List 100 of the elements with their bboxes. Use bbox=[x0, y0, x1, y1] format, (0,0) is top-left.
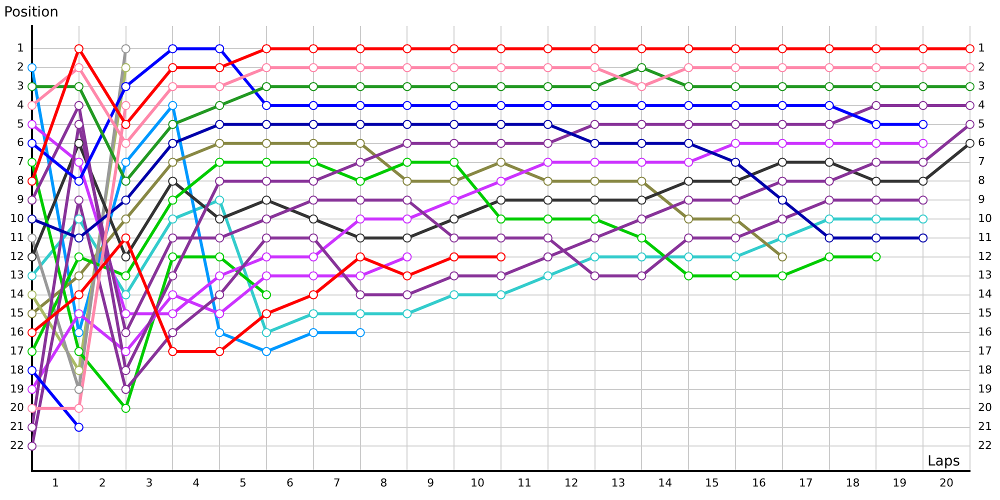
point bbox=[543, 100, 552, 110]
point bbox=[356, 82, 365, 92]
x-tick-label: 2 bbox=[98, 476, 106, 490]
point bbox=[450, 271, 459, 280]
x-axis-title: Laps bbox=[927, 453, 960, 470]
point bbox=[450, 120, 459, 129]
point bbox=[402, 214, 412, 224]
y2-tick-label: 10 bbox=[978, 212, 992, 225]
point bbox=[684, 120, 694, 129]
point bbox=[496, 290, 506, 300]
point bbox=[731, 214, 740, 224]
point bbox=[918, 82, 928, 92]
point bbox=[215, 271, 224, 280]
x-tick-label: 16 bbox=[752, 476, 766, 490]
point bbox=[824, 138, 834, 148]
point bbox=[121, 138, 130, 148]
point bbox=[731, 176, 740, 186]
y-tick-label: 4 bbox=[17, 98, 24, 112]
point bbox=[872, 196, 881, 205]
y-axis-title: Position bbox=[4, 4, 59, 21]
point bbox=[28, 214, 36, 224]
point bbox=[168, 252, 178, 262]
point bbox=[168, 196, 178, 205]
point bbox=[74, 347, 84, 356]
point bbox=[450, 214, 459, 224]
point bbox=[215, 328, 224, 338]
x-tick-label: 4 bbox=[192, 476, 200, 490]
x-tick-label: 10 bbox=[470, 476, 485, 490]
point bbox=[778, 44, 787, 54]
point bbox=[28, 138, 36, 148]
point bbox=[824, 233, 834, 242]
point bbox=[918, 196, 928, 205]
point bbox=[778, 214, 787, 224]
point bbox=[543, 158, 552, 167]
point bbox=[74, 252, 84, 262]
point bbox=[262, 328, 271, 338]
point bbox=[356, 328, 365, 338]
point bbox=[824, 176, 834, 186]
point bbox=[450, 100, 459, 110]
point bbox=[74, 328, 84, 338]
point bbox=[590, 63, 600, 72]
point bbox=[918, 63, 928, 72]
point bbox=[872, 44, 881, 54]
point bbox=[684, 176, 694, 186]
point bbox=[496, 44, 506, 54]
x-tick-label: 19 bbox=[892, 476, 907, 490]
point bbox=[450, 82, 459, 92]
point bbox=[121, 347, 130, 356]
point bbox=[918, 158, 928, 167]
point bbox=[731, 271, 740, 280]
point bbox=[731, 252, 740, 262]
point bbox=[966, 63, 974, 72]
point bbox=[168, 271, 178, 280]
point bbox=[28, 82, 36, 92]
point bbox=[590, 196, 600, 205]
point bbox=[450, 252, 459, 262]
y-tick-label: 11 bbox=[10, 230, 24, 244]
point bbox=[402, 176, 412, 186]
point bbox=[543, 214, 552, 224]
point bbox=[262, 120, 271, 129]
point bbox=[496, 82, 506, 92]
point bbox=[543, 82, 552, 92]
point bbox=[168, 233, 178, 242]
y2-tick-label: 22 bbox=[978, 439, 992, 452]
y-tick-label: 16 bbox=[10, 325, 24, 338]
y-tick-label: 17 bbox=[10, 344, 24, 358]
point bbox=[918, 120, 928, 129]
point bbox=[215, 63, 224, 72]
point bbox=[356, 120, 365, 129]
point bbox=[262, 214, 271, 224]
x-tick-label: 5 bbox=[240, 476, 247, 490]
point bbox=[262, 82, 271, 92]
point bbox=[28, 442, 36, 451]
x-tick-label: 18 bbox=[846, 476, 860, 490]
point bbox=[450, 196, 459, 205]
point bbox=[731, 63, 740, 72]
point bbox=[778, 138, 787, 148]
point bbox=[262, 196, 271, 205]
point bbox=[684, 252, 694, 262]
point bbox=[824, 120, 834, 129]
point bbox=[637, 233, 646, 242]
point bbox=[966, 44, 974, 54]
y2-tick-label: 7 bbox=[978, 155, 985, 168]
point bbox=[637, 214, 646, 224]
point bbox=[590, 120, 600, 129]
point bbox=[731, 82, 740, 92]
point bbox=[121, 309, 130, 318]
point bbox=[168, 100, 178, 110]
point bbox=[308, 271, 318, 280]
point bbox=[308, 176, 318, 186]
point bbox=[121, 158, 130, 167]
point bbox=[356, 158, 365, 167]
point bbox=[824, 196, 834, 205]
point bbox=[402, 63, 412, 72]
y-tick-label: 21 bbox=[10, 420, 24, 434]
point bbox=[496, 252, 506, 262]
point bbox=[637, 138, 646, 148]
y2-tick-label: 5 bbox=[978, 117, 985, 130]
point bbox=[121, 120, 130, 129]
point bbox=[684, 44, 694, 54]
